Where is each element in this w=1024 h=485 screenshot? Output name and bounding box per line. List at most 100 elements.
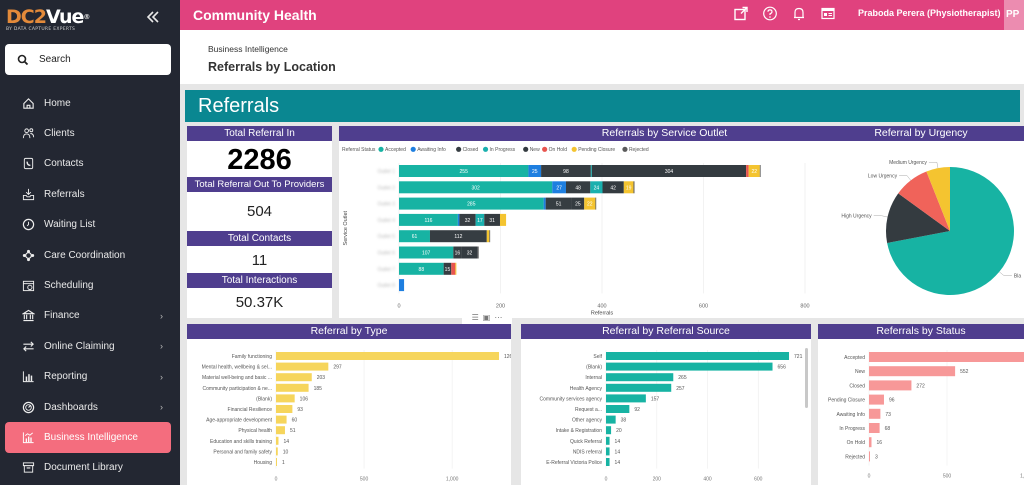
bell-icon[interactable] xyxy=(791,5,807,22)
legend-title: Referral Status xyxy=(342,147,376,153)
x-tick-label: 0 xyxy=(397,303,400,309)
bar-segment xyxy=(571,197,585,210)
data-label: 22 xyxy=(751,169,757,175)
sidebar-item-care-coordination[interactable]: Care Coordination xyxy=(5,240,171,270)
legend-label: Closed xyxy=(463,147,479,153)
sidebar-item-contacts[interactable]: Contacts xyxy=(5,149,171,179)
bar xyxy=(606,383,672,392)
y-tick-label: Physical health xyxy=(238,428,272,434)
sidebar-item-clients[interactable]: Clients xyxy=(5,118,171,148)
x-tick-label: 600 xyxy=(754,477,763,483)
data-label: 257 xyxy=(676,386,685,392)
y-tick-label: Education and skills training xyxy=(210,439,272,445)
external-link-icon[interactable] xyxy=(733,5,749,22)
sidebar-item-reporting[interactable]: Reporting › xyxy=(5,362,171,392)
bar-segment xyxy=(455,262,457,275)
bar xyxy=(606,362,773,371)
sidebar-item-finance[interactable]: Finance › xyxy=(5,301,171,331)
data-label: 203 xyxy=(317,375,326,381)
sidebar-item-referrals[interactable]: Referrals xyxy=(5,179,171,209)
sidebar-item-label: Waiting List xyxy=(44,219,96,231)
sidebar-item-label: Finance xyxy=(44,310,80,322)
urgency-chart: Bla High Urgency Low Urgency Medium Urgency xyxy=(841,160,1021,295)
pie-label: High Urgency xyxy=(841,214,872,220)
chevron-right-icon: › xyxy=(160,341,163,352)
y-tick-label: Awaiting Info xyxy=(836,412,865,418)
bar xyxy=(606,405,630,413)
calendar-clock-icon xyxy=(22,280,35,292)
collapse-sidebar-button[interactable] xyxy=(146,10,162,28)
sidebar-item-waiting-list[interactable]: Waiting List xyxy=(5,210,171,240)
clock-icon xyxy=(22,219,35,231)
type-chart-title: Referral by Type xyxy=(187,324,511,339)
legend-label: New xyxy=(530,147,540,153)
bar xyxy=(276,383,309,392)
x-tick-label: 200 xyxy=(653,477,662,483)
page-title: Referrals by Location xyxy=(208,60,336,74)
logo[interactable]: DC2Vue® BY DATA CAPTURE EXPERTS xyxy=(6,6,106,36)
x-tick-label: 400 xyxy=(597,303,606,309)
status-chart-card[interactable]: Referrals by Status 0 500 1,00 Accepted New 5… xyxy=(818,324,1024,485)
data-label: 656 xyxy=(778,365,787,371)
data-label: 16 xyxy=(455,251,461,257)
pie-label: Medium Urgency xyxy=(889,160,927,166)
bar-segment xyxy=(457,213,460,226)
breadcrumb[interactable]: Business Intelligence xyxy=(208,44,288,54)
legend-label: Awaiting Info xyxy=(417,147,446,153)
x-tick-label: 500 xyxy=(943,474,952,480)
data-label: 255 xyxy=(460,169,469,175)
y-tick-label: Housing xyxy=(254,460,273,466)
sidebar-item-label: Business Intelligence xyxy=(44,431,138,443)
data-label: 3 xyxy=(875,454,878,460)
more-options-icon[interactable]: ⋯ xyxy=(494,312,503,322)
bar-segment xyxy=(543,197,546,210)
legend-label: Pending Closure xyxy=(578,147,615,153)
sidebar-item-label: Document Library xyxy=(44,462,123,474)
source-chart-card[interactable]: Referral by Referral Source 0 200 400 600 Se… xyxy=(521,324,811,485)
search-input[interactable]: Search xyxy=(5,44,171,75)
kpi-label-referral-out: Total Referral Out To Providers xyxy=(187,177,332,192)
sidebar-item-scheduling[interactable]: Scheduling xyxy=(5,270,171,300)
chevron-right-icon: › xyxy=(160,310,163,321)
id-card-icon[interactable] xyxy=(820,5,836,22)
logo-brand-a: DC2 xyxy=(6,6,47,28)
bar xyxy=(276,426,285,435)
sidebar-item-online-claiming[interactable]: Online Claiming › xyxy=(5,331,171,361)
focus-mode-icon[interactable]: ▣ xyxy=(482,312,491,322)
urgency-chart-card[interactable]: Referral by Urgency Bla High Urgency Low U… xyxy=(818,126,1024,318)
scrollbar-thumb[interactable] xyxy=(805,348,808,408)
sidebar-item-home[interactable]: Home xyxy=(5,88,171,118)
y-tick-label: Mental health, wellbeing & sel... xyxy=(202,365,272,371)
legend-marker xyxy=(410,146,416,152)
y-tick-label: Outlet 8 xyxy=(377,283,395,289)
bar xyxy=(276,352,500,360)
bar-segment xyxy=(584,197,596,210)
bar xyxy=(276,415,287,424)
user-name[interactable]: Praboda Perera (Physiotherapist) xyxy=(858,8,1001,18)
y-tick-label: Self xyxy=(593,354,602,360)
bar-segment xyxy=(429,230,487,243)
logo-registered: ® xyxy=(83,13,90,21)
sidebar-item-dashboards[interactable]: Dashboards › xyxy=(5,392,171,422)
bar xyxy=(869,352,1024,362)
bar xyxy=(606,394,646,403)
users-icon xyxy=(22,128,35,139)
sidebar-item-business-intelligence[interactable]: Business Intelligence xyxy=(5,422,171,453)
y-tick-label: Community participation & ne... xyxy=(203,386,272,392)
avatar[interactable]: PP xyxy=(1004,0,1024,30)
bar-segment xyxy=(459,213,476,226)
filter-icon[interactable]: ☰ xyxy=(471,312,479,322)
type-chart-card[interactable]: Referral by Type 0 500 1,000 Family functio… xyxy=(187,324,511,485)
bar-segment xyxy=(399,230,430,243)
help-icon[interactable] xyxy=(762,5,778,22)
data-label: 27 xyxy=(556,185,562,191)
x-tick-label: 600 xyxy=(699,303,708,309)
bar-segment xyxy=(399,197,544,210)
sidebar-item-label: Contacts xyxy=(44,158,84,170)
contact-book-icon xyxy=(23,158,34,170)
y-tick-label: Outlet 2 xyxy=(377,185,395,191)
bar xyxy=(276,362,329,371)
bar-segment xyxy=(461,246,478,259)
bar-segment xyxy=(602,181,624,194)
sidebar-item-document-library[interactable]: Document Library xyxy=(5,453,171,483)
